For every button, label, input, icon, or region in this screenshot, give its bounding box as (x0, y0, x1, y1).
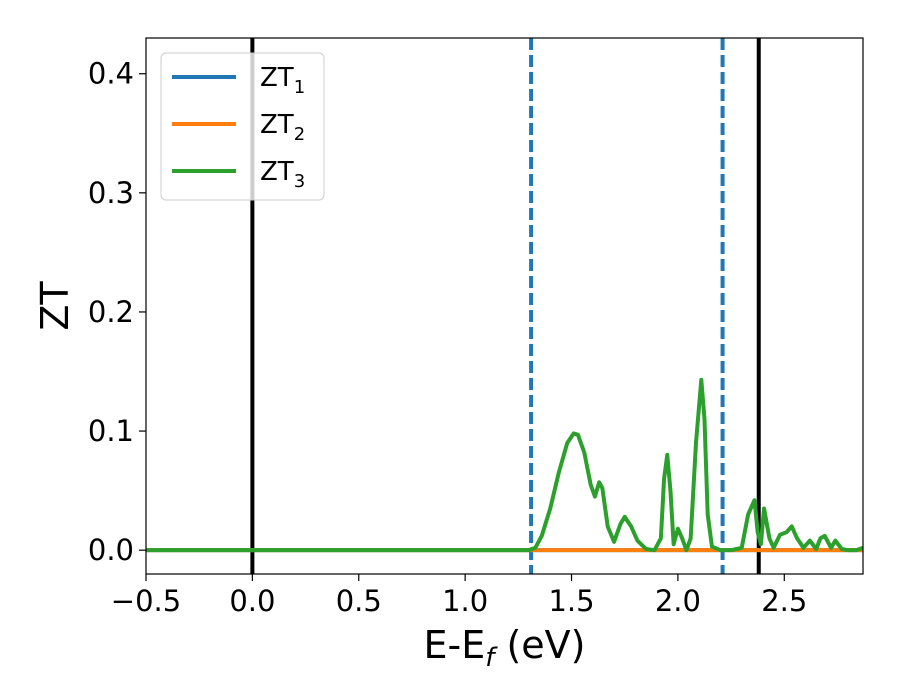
y-tick-label: 0.1 (88, 414, 134, 448)
y-tick-label: 0.4 (88, 57, 134, 91)
x-tick-label: 1.5 (548, 584, 594, 618)
y-axis-ticks: 0.0 0.1 0.2 0.3 0.4 (88, 57, 146, 567)
x-tick-label: 0.5 (336, 584, 382, 618)
series-line-3 (146, 377, 863, 553)
legend-label-zt3: ZT3 (260, 157, 305, 192)
x-tick-label: −0.5 (111, 584, 181, 618)
x-tick-label: 0.0 (229, 584, 275, 618)
legend-box (160, 52, 325, 201)
series-lines (146, 377, 863, 553)
x-axis-label: E-Ef (eV) (424, 623, 586, 673)
plot-frame (145, 37, 864, 575)
y-tick-label: 0.0 (88, 533, 134, 567)
x-tick-label: 1.0 (442, 584, 488, 618)
legend-label-zt1: ZT1 (260, 63, 305, 98)
x-axis-label-unit: (eV) (494, 623, 585, 667)
y-tick-label: 0.3 (88, 176, 134, 210)
x-tick-label: 2.0 (655, 584, 701, 618)
y-axis-label: ZT (33, 281, 77, 331)
x-tick-label: 2.5 (761, 584, 807, 618)
legend: ZT1 ZT2 ZT3 (160, 52, 325, 201)
legend-label-zt2: ZT2 (260, 110, 305, 145)
y-tick-label: 0.2 (88, 295, 134, 329)
x-axis-ticks: −0.5 0.0 0.5 1.0 1.5 2.0 2.5 (111, 574, 807, 618)
